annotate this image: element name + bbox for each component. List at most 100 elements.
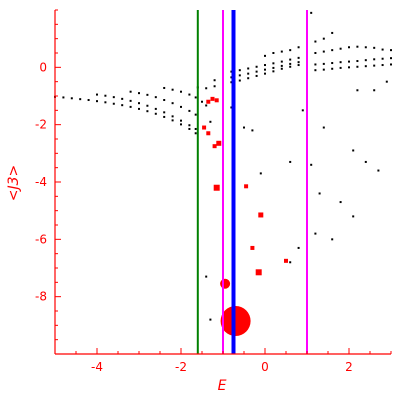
data-point bbox=[146, 93, 149, 96]
data-point bbox=[238, 74, 241, 77]
data-point bbox=[314, 52, 317, 54]
data-point bbox=[339, 66, 342, 69]
y-tick-label: -2 bbox=[35, 118, 47, 132]
data-point bbox=[188, 93, 191, 96]
data-point bbox=[310, 163, 313, 166]
data-point bbox=[348, 60, 350, 63]
data-point bbox=[129, 105, 132, 108]
data-point-weighted bbox=[202, 125, 207, 130]
y-tick-label: -4 bbox=[35, 175, 47, 189]
data-point bbox=[87, 99, 90, 102]
data-point bbox=[138, 107, 140, 110]
data-point bbox=[322, 37, 325, 40]
data-point bbox=[163, 111, 166, 114]
data-point bbox=[247, 77, 250, 80]
y-tick-label: -6 bbox=[35, 232, 47, 246]
data-point bbox=[364, 65, 367, 68]
data-point bbox=[381, 57, 384, 60]
data-point bbox=[121, 97, 124, 100]
data-point-weighted bbox=[210, 96, 215, 101]
data-point bbox=[146, 104, 149, 107]
data-point bbox=[348, 46, 350, 49]
data-point bbox=[390, 57, 392, 60]
data-point bbox=[390, 63, 392, 66]
data-point bbox=[129, 99, 132, 102]
data-point bbox=[112, 96, 115, 99]
data-point bbox=[255, 74, 258, 77]
data-point bbox=[280, 64, 283, 67]
data-point bbox=[314, 232, 317, 235]
data-point bbox=[194, 127, 197, 130]
data-point bbox=[163, 99, 166, 102]
data-point-weighted bbox=[220, 278, 231, 289]
data-point bbox=[339, 61, 342, 64]
data-point bbox=[194, 113, 197, 116]
data-point bbox=[146, 110, 149, 113]
data-point bbox=[356, 89, 359, 92]
data-point-weighted bbox=[213, 184, 220, 191]
plot-area bbox=[54, 11, 392, 337]
data-point bbox=[331, 62, 334, 65]
data-point bbox=[322, 50, 325, 53]
data-point bbox=[62, 96, 65, 99]
x-tick-label: -2 bbox=[175, 360, 187, 374]
data-point bbox=[314, 69, 317, 72]
data-point-weighted bbox=[244, 184, 249, 189]
data-point bbox=[314, 63, 317, 66]
x-tick-label: -4 bbox=[91, 360, 103, 374]
data-point bbox=[180, 123, 182, 126]
x-tick-label: 2 bbox=[345, 360, 353, 374]
data-point bbox=[138, 92, 140, 95]
data-point bbox=[310, 11, 313, 14]
data-point bbox=[356, 45, 359, 48]
data-point bbox=[331, 67, 334, 70]
data-point bbox=[180, 90, 182, 93]
data-point bbox=[201, 100, 203, 103]
data-point bbox=[171, 102, 174, 105]
x-tick-label: 0 bbox=[261, 360, 269, 374]
data-point bbox=[364, 160, 367, 163]
data-point bbox=[180, 105, 182, 108]
data-point bbox=[230, 76, 233, 79]
data-point bbox=[194, 96, 197, 99]
data-point bbox=[318, 192, 321, 195]
data-point bbox=[352, 149, 355, 152]
data-point bbox=[348, 66, 350, 69]
data-point bbox=[381, 64, 384, 67]
data-point bbox=[243, 126, 245, 129]
data-point bbox=[264, 68, 266, 71]
data-point-weighted bbox=[284, 258, 288, 263]
data-point bbox=[238, 69, 241, 72]
data-point bbox=[301, 109, 304, 112]
data-point bbox=[230, 106, 233, 109]
data-point bbox=[154, 112, 157, 115]
y-tick-label: 0 bbox=[39, 60, 47, 74]
data-point bbox=[209, 120, 212, 123]
data-point bbox=[297, 64, 300, 67]
data-point-weighted bbox=[220, 306, 251, 337]
data-point bbox=[314, 40, 317, 43]
data-point bbox=[230, 81, 233, 84]
data-point bbox=[213, 79, 216, 82]
data-point bbox=[331, 31, 334, 34]
data-point bbox=[297, 56, 300, 59]
data-point bbox=[154, 107, 157, 110]
data-point bbox=[289, 62, 292, 65]
data-point-weighted bbox=[214, 98, 219, 103]
data-point bbox=[104, 94, 107, 97]
data-point bbox=[272, 52, 275, 54]
data-point bbox=[188, 109, 191, 112]
data-point bbox=[377, 169, 380, 172]
data-point-weighted bbox=[206, 131, 211, 136]
data-point bbox=[259, 172, 262, 175]
data-point-weighted bbox=[258, 212, 264, 218]
data-point bbox=[264, 54, 266, 57]
data-point bbox=[331, 49, 334, 52]
data-point bbox=[339, 201, 342, 204]
data-point bbox=[247, 67, 250, 70]
data-point bbox=[163, 86, 166, 89]
data-point bbox=[255, 65, 258, 68]
data-point bbox=[154, 96, 157, 99]
data-point bbox=[322, 126, 325, 129]
data-point bbox=[96, 100, 98, 103]
